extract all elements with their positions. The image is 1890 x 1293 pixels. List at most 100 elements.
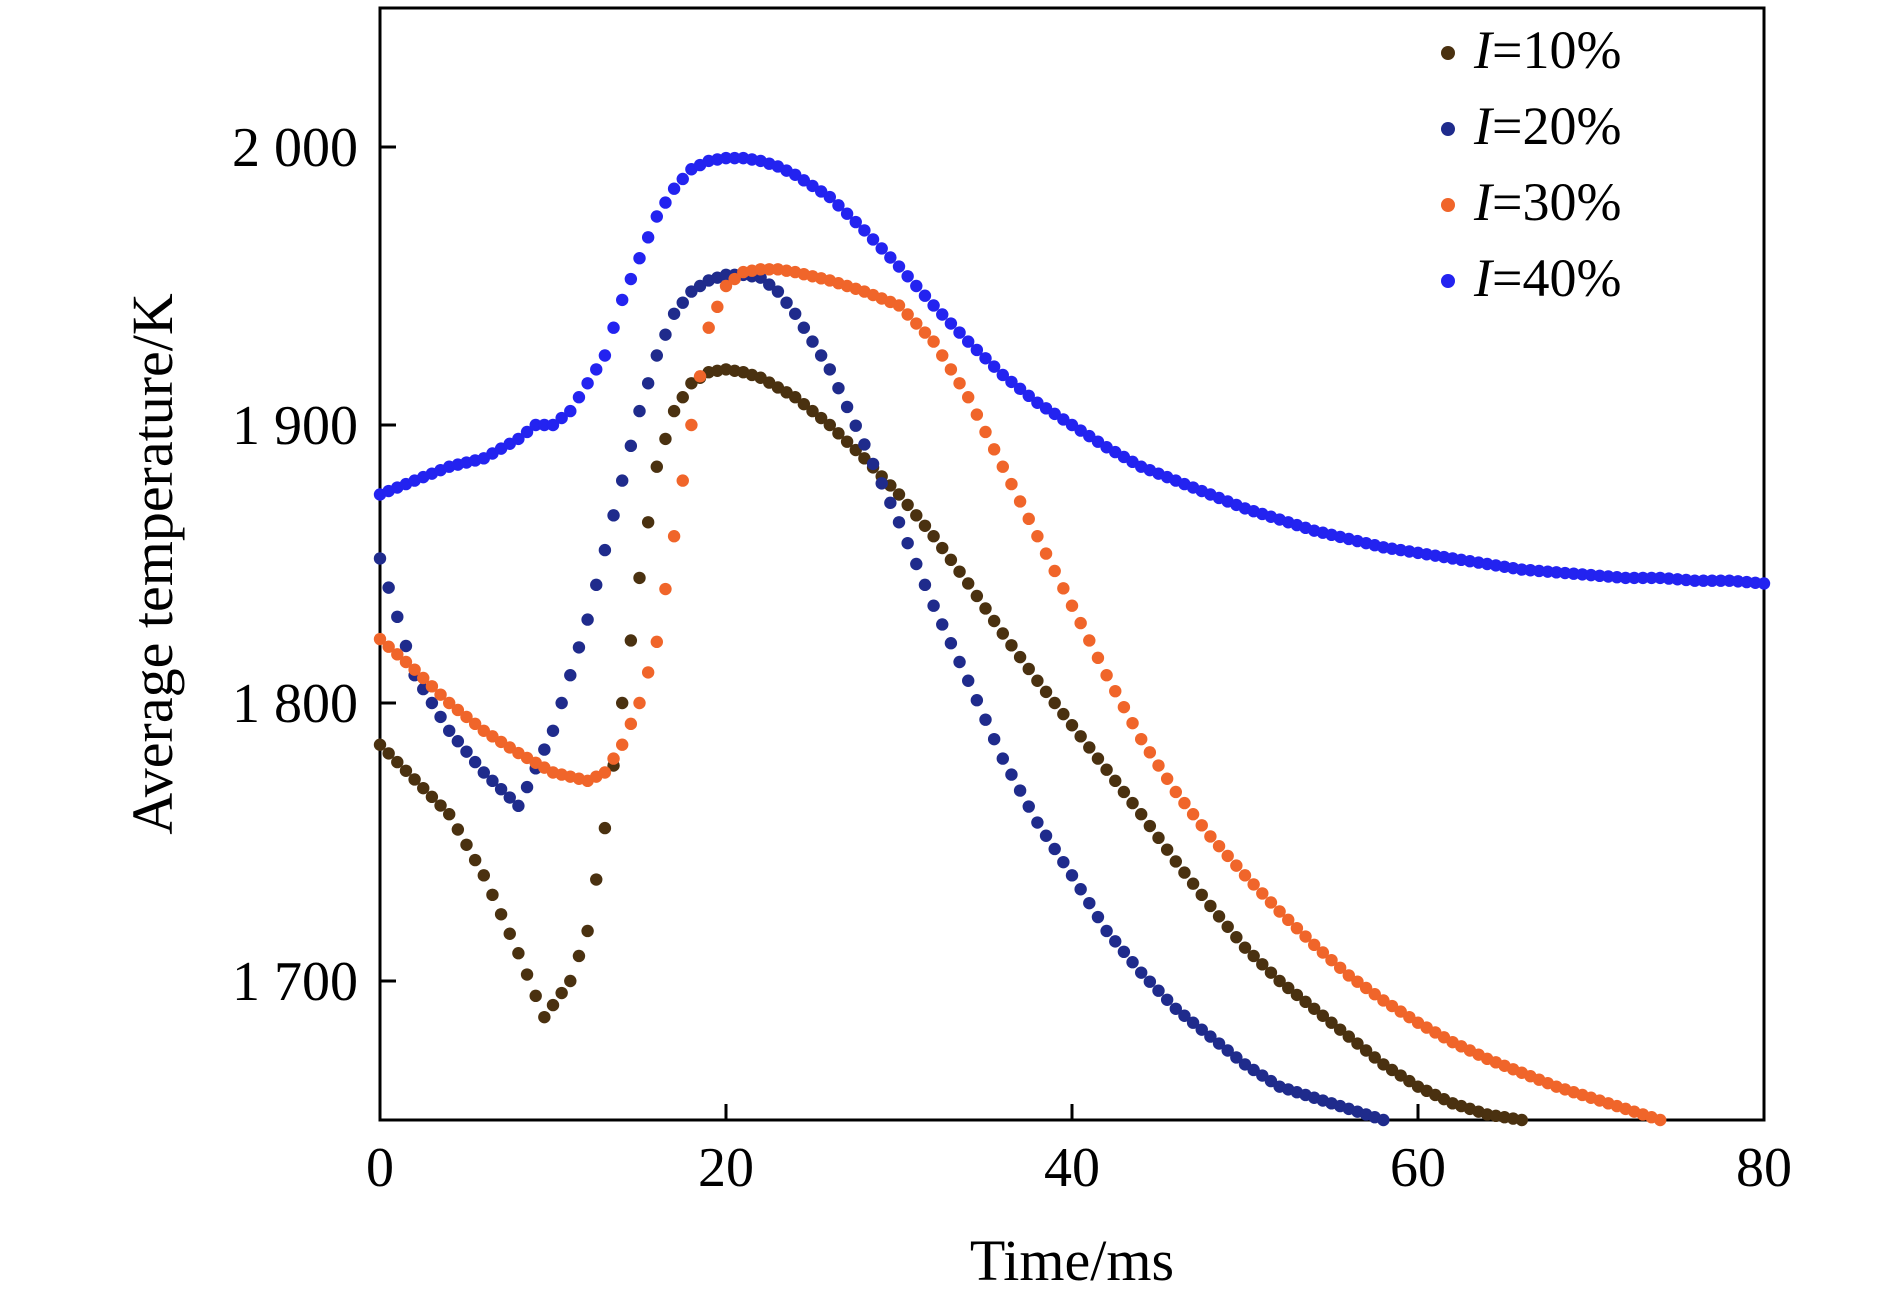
data-point — [970, 694, 984, 707]
data-point — [944, 317, 958, 330]
data-point — [451, 735, 465, 748]
data-point — [1022, 389, 1035, 403]
data-point — [1282, 981, 1295, 995]
data-point — [399, 639, 413, 653]
data-point — [858, 224, 871, 237]
data-point — [667, 182, 681, 195]
y-tick-label: 1 700 — [232, 951, 358, 1013]
data-point — [1636, 571, 1650, 585]
data-point — [763, 278, 776, 291]
data-point — [1212, 1037, 1226, 1050]
legend-variable: I — [1473, 248, 1495, 308]
data-point — [460, 745, 473, 758]
data-point — [1109, 684, 1122, 698]
data-point — [512, 799, 525, 813]
data-point — [512, 432, 525, 446]
data-point — [719, 151, 733, 165]
data-point — [572, 949, 586, 963]
data-point — [953, 326, 966, 339]
data-points — [373, 151, 1771, 1127]
data-point — [486, 888, 499, 902]
data-point — [373, 552, 387, 565]
data-point — [382, 747, 395, 760]
data-point — [373, 632, 387, 646]
data-point — [953, 377, 966, 390]
data-point — [1022, 662, 1035, 676]
data-point — [728, 151, 741, 165]
data-point — [1135, 732, 1148, 746]
data-point — [832, 381, 845, 395]
data-point — [962, 391, 975, 404]
legend-label: I=40% — [1473, 248, 1621, 308]
data-point — [425, 790, 439, 804]
data-point — [823, 363, 836, 376]
data-point — [962, 577, 975, 590]
data-point — [468, 853, 482, 867]
series-2-points — [373, 268, 1390, 1127]
data-point — [970, 408, 984, 421]
data-point — [391, 755, 404, 769]
data-point — [538, 418, 551, 432]
x-tick-label: 40 — [1044, 1137, 1100, 1199]
data-point — [581, 613, 594, 626]
data-point — [659, 432, 672, 446]
data-point — [918, 289, 932, 302]
data-point — [1109, 935, 1122, 948]
data-point — [1057, 855, 1070, 869]
data-point — [607, 752, 620, 765]
data-point — [1169, 855, 1183, 868]
legend-item: I=20% — [1441, 96, 1621, 156]
data-point — [529, 989, 542, 1003]
data-point — [702, 321, 715, 334]
data-point — [987, 443, 1001, 456]
data-point — [1065, 869, 1079, 882]
data-point — [936, 308, 949, 321]
data-point — [1031, 816, 1044, 829]
data-point — [616, 293, 629, 307]
data-point — [1619, 571, 1632, 585]
data-point — [1109, 774, 1122, 788]
data-point — [434, 710, 447, 724]
data-point — [927, 335, 940, 348]
data-point — [451, 703, 465, 717]
legend-marker — [1441, 274, 1455, 288]
data-point — [901, 270, 914, 283]
data-point — [1221, 849, 1234, 863]
series-4-points — [373, 151, 1771, 590]
data-point — [910, 509, 923, 522]
data-point — [1290, 988, 1304, 1002]
data-point — [624, 717, 638, 731]
data-point — [1074, 883, 1087, 896]
data-point — [1368, 1051, 1381, 1064]
data-point — [1083, 741, 1096, 754]
data-point — [970, 589, 984, 603]
data-point — [494, 782, 508, 796]
data-point — [1100, 763, 1113, 776]
data-point — [1160, 993, 1174, 1006]
data-point — [1212, 839, 1226, 853]
data-point — [1005, 639, 1018, 652]
series-1-points — [373, 363, 1529, 1127]
data-point — [979, 713, 992, 726]
data-point — [1195, 819, 1208, 832]
data-point — [1143, 819, 1157, 833]
data-point — [1688, 574, 1702, 587]
data-point — [1221, 920, 1234, 933]
data-point — [399, 764, 413, 777]
data-point — [1039, 829, 1053, 842]
data-point — [901, 536, 914, 550]
data-point — [460, 838, 473, 851]
data-point — [546, 724, 560, 737]
data-point — [1065, 719, 1079, 732]
data-point — [1264, 966, 1278, 979]
data-point — [806, 404, 819, 418]
data-point — [538, 1010, 551, 1024]
data-point — [451, 823, 465, 836]
data-point — [598, 766, 612, 779]
data-point — [555, 696, 568, 710]
data-point — [520, 425, 534, 439]
data-point — [1333, 961, 1347, 974]
data-point — [538, 743, 551, 756]
data-point — [910, 317, 923, 330]
data-point — [520, 780, 534, 794]
